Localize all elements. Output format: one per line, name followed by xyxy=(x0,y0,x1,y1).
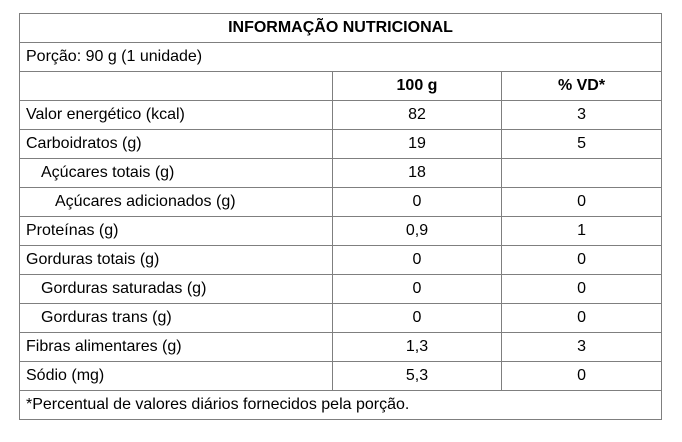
row-label: Carboidratos (g) xyxy=(19,129,333,159)
column-header-blank xyxy=(19,71,333,101)
table-title: INFORMAÇÃO NUTRICIONAL xyxy=(18,13,663,43)
row-value-100g: 0,9 xyxy=(332,216,502,246)
table-row-gorduras-trans: Gorduras trans (g) 0 0 xyxy=(19,303,663,333)
row-value-vd: 5 xyxy=(500,129,663,159)
title-row: INFORMAÇÃO NUTRICIONAL xyxy=(18,13,663,43)
row-value-vd: 1 xyxy=(500,216,663,246)
row-value-100g: 5,3 xyxy=(332,361,502,391)
row-value-vd: 0 xyxy=(500,245,663,275)
table-row-proteinas: Proteínas (g) 0,9 1 xyxy=(19,216,663,246)
row-value-vd: 0 xyxy=(500,361,663,391)
column-header-row: 100 g % VD* xyxy=(19,71,663,101)
row-value-vd: 3 xyxy=(500,332,663,362)
column-header-100g: 100 g xyxy=(332,71,502,101)
row-value-100g: 18 xyxy=(332,158,502,188)
row-value-100g: 0 xyxy=(332,245,502,275)
row-label: Fibras alimentares (g) xyxy=(19,332,333,362)
row-value-100g: 82 xyxy=(332,100,502,130)
row-value-vd: 0 xyxy=(500,303,663,333)
row-label: Açúcares adicionados (g) xyxy=(19,187,333,217)
row-value-vd: 3 xyxy=(500,100,663,130)
row-label: Gorduras saturadas (g) xyxy=(19,274,333,304)
row-value-100g: 0 xyxy=(332,187,502,217)
table-row-acucares-totais: Açúcares totais (g) 18 xyxy=(19,158,663,188)
footnote-text: *Percentual de valores diários fornecido… xyxy=(18,390,663,420)
table-row-gorduras-totais: Gorduras totais (g) 0 0 xyxy=(19,245,663,275)
row-label: Valor energético (kcal) xyxy=(19,100,333,130)
row-value-vd xyxy=(500,158,663,188)
row-label: Sódio (mg) xyxy=(19,361,333,391)
row-label: Proteínas (g) xyxy=(19,216,333,246)
table-row-acucares-adicionados: Açúcares adicionados (g) 0 0 xyxy=(19,187,663,217)
table-row-gorduras-saturadas: Gorduras saturadas (g) 0 0 xyxy=(19,274,663,304)
row-label: Gorduras trans (g) xyxy=(19,303,333,333)
row-value-vd: 0 xyxy=(500,274,663,304)
portion-row: Porção: 90 g (1 unidade) xyxy=(18,42,663,72)
row-value-100g: 0 xyxy=(332,303,502,333)
nutrition-table: INFORMAÇÃO NUTRICIONAL Porção: 90 g (1 u… xyxy=(18,13,663,420)
table-row-sodio: Sódio (mg) 5,3 0 xyxy=(19,361,663,391)
row-label: Gorduras totais (g) xyxy=(19,245,333,275)
row-value-100g: 0 xyxy=(332,274,502,304)
column-header-vd: % VD* xyxy=(500,71,663,101)
row-value-100g: 1,3 xyxy=(332,332,502,362)
table-row-valor-energetico: Valor energético (kcal) 82 3 xyxy=(19,100,663,130)
table-row-carboidratos: Carboidratos (g) 19 5 xyxy=(19,129,663,159)
row-value-vd: 0 xyxy=(500,187,663,217)
row-label: Açúcares totais (g) xyxy=(19,158,333,188)
row-value-100g: 19 xyxy=(332,129,502,159)
footnote-row: *Percentual de valores diários fornecido… xyxy=(18,390,663,420)
portion-text: Porção: 90 g (1 unidade) xyxy=(18,42,663,72)
table-row-fibras: Fibras alimentares (g) 1,3 3 xyxy=(19,332,663,362)
